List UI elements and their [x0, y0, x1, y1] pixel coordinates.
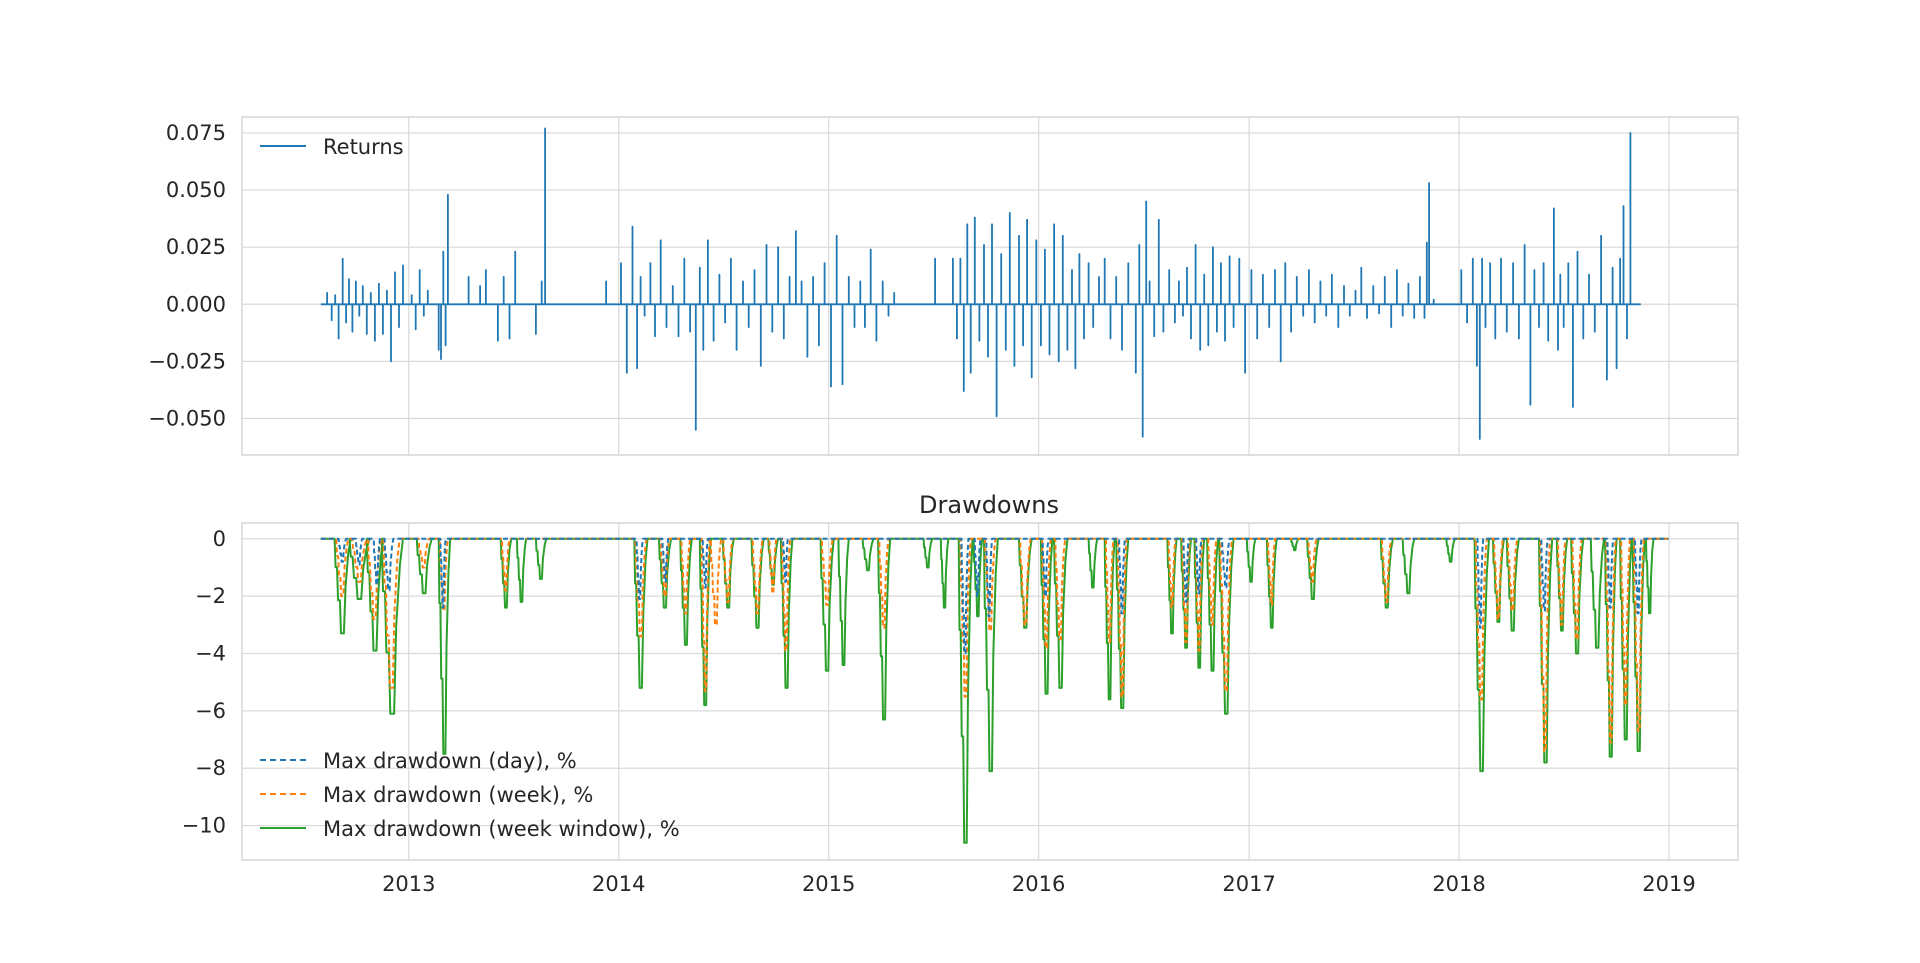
legend-label-day: Max drawdown (day), %	[323, 749, 577, 773]
x-tick-label: 2017	[1222, 872, 1275, 896]
returns-y-tick-label: 0.050	[166, 178, 226, 202]
drawdowns-y-tick-label: 0	[213, 527, 226, 551]
drawdowns-y-tick-label: −4	[195, 641, 226, 665]
drawdowns-chart: Drawdowns 0 −2 −4 −6 −8 −10 2013 2014 2015 2016 2…	[182, 491, 1738, 896]
returns-chart: 0.075 0.050 0.025 0.000 −0.025 −0.050 Returns	[148, 117, 1738, 455]
returns-y-tick-label: 0.075	[166, 121, 226, 145]
drawdowns-y-tick-label: −6	[195, 699, 226, 723]
drawdowns-title: Drawdowns	[919, 491, 1059, 519]
returns-y-tick-label: −0.050	[148, 406, 226, 430]
drawdowns-y-tick-label: −10	[182, 814, 226, 838]
x-tick-label: 2014	[592, 872, 645, 896]
x-tick-label: 2018	[1432, 872, 1485, 896]
drawdowns-y-tick-label: −8	[195, 756, 226, 780]
x-tick-label: 2016	[1012, 872, 1065, 896]
x-tick-label: 2019	[1642, 872, 1695, 896]
x-tick-label: 2015	[802, 872, 855, 896]
legend-label-week: Max drawdown (week), %	[323, 783, 593, 807]
returns-y-tick-label: 0.025	[166, 235, 226, 259]
x-tick-label: 2013	[382, 872, 435, 896]
legend-label-week-window: Max drawdown (week window), %	[323, 817, 680, 841]
drawdowns-y-tick-label: −2	[195, 584, 226, 608]
returns-y-tick-label: −0.025	[148, 349, 226, 373]
legend-label-returns: Returns	[323, 135, 404, 159]
returns-y-tick-label: 0.000	[166, 292, 226, 316]
